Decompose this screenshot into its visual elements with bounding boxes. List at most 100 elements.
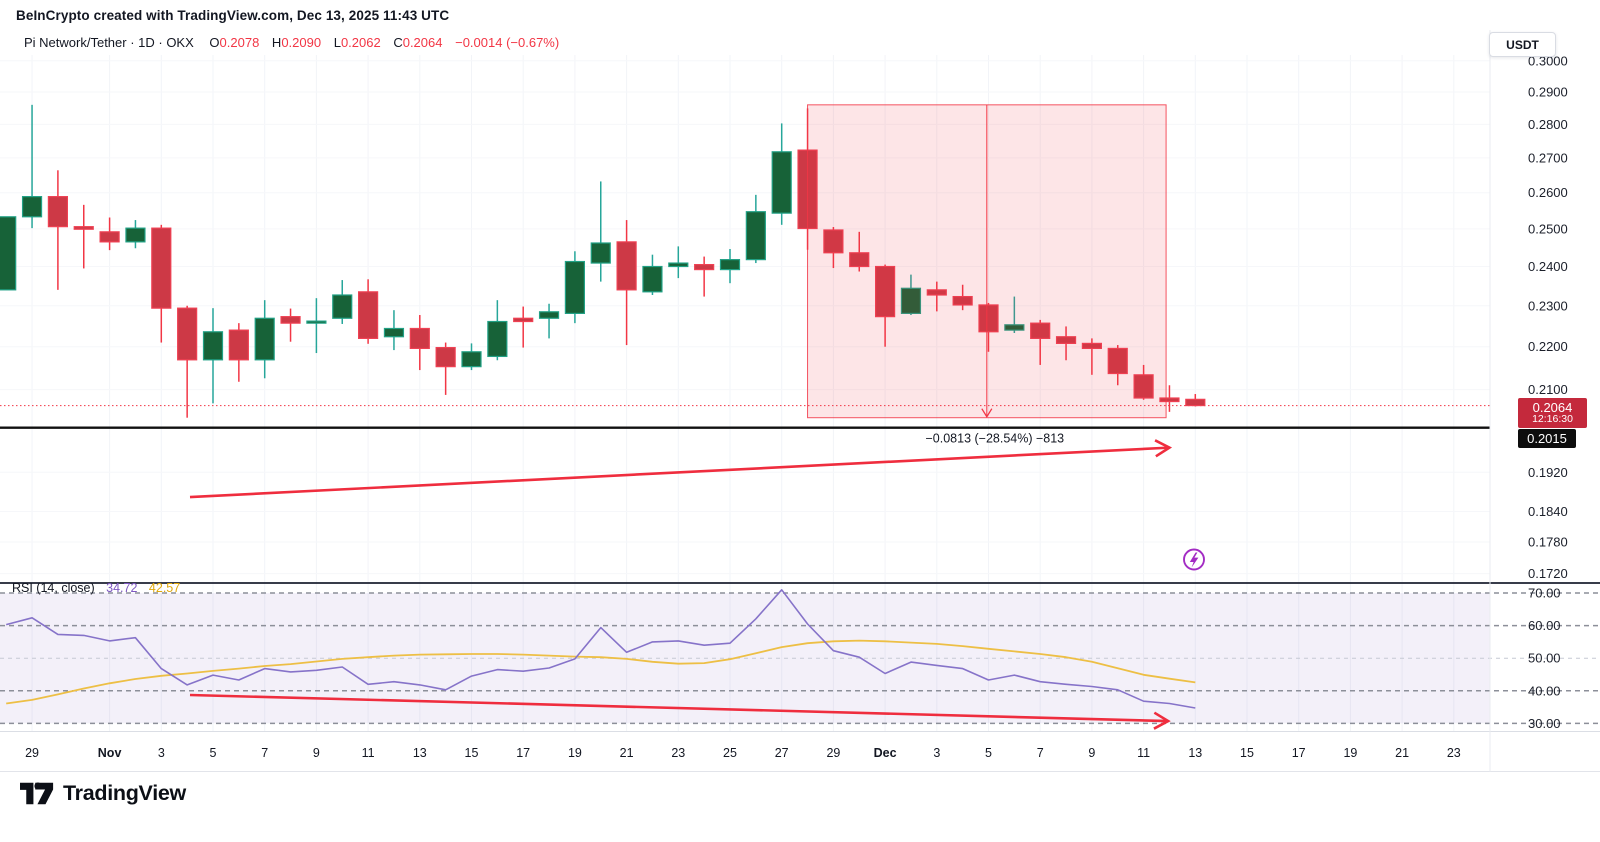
candlestick-series [0, 104, 1206, 418]
low-value: 0.2062 [340, 35, 381, 50]
symbol-legend[interactable]: Pi Network/Tether · 1D · OKX O0.2078 H0.… [24, 35, 559, 50]
candle-body [538, 311, 560, 319]
time-axis-label: 29 [826, 746, 840, 760]
candle-body [0, 216, 17, 291]
candle-body [719, 259, 741, 271]
candle-body [694, 263, 715, 271]
candle-body [771, 151, 792, 214]
change-value: −0.0014 (−0.67%) [455, 35, 560, 50]
time-axis-label: 5 [210, 746, 217, 760]
candle-body [202, 331, 224, 361]
time-axis-label: 17 [1292, 746, 1306, 760]
rsi-indicator-legend[interactable]: RSI (14, close) 34.72 42.57 [12, 581, 180, 595]
candle-body [21, 196, 43, 218]
rsi-ma-value: 42.57 [148, 581, 181, 595]
time-axis-label: 17 [516, 746, 530, 760]
price-axis-label: 0.2100 [1528, 382, 1568, 397]
candle-body [332, 294, 353, 319]
rsi-title: RSI (14, close) [12, 581, 95, 595]
high-value: 0.2090 [281, 35, 322, 50]
candle-body [228, 329, 249, 361]
down-arrowhead-icon [981, 408, 993, 418]
rsi-trend-arrow [189, 693, 1171, 730]
candle-body [99, 231, 120, 243]
time-axis-label: 19 [568, 746, 582, 760]
last-price-badge: 0.2064 12:16:30 [1518, 398, 1587, 428]
low-label: L [333, 35, 341, 50]
candle-body [73, 226, 94, 230]
open-label: O [209, 35, 220, 50]
candle-body [151, 227, 172, 309]
candle-body [745, 211, 766, 261]
currency-toggle-button[interactable]: USDT [1489, 32, 1556, 57]
time-axis-label: 7 [261, 746, 268, 760]
last-price-value: 0.2064 [1532, 399, 1573, 415]
arrowhead-icon [1154, 439, 1173, 458]
rsi-ma-line [6, 639, 1196, 705]
price-axis-label: 0.2500 [1528, 221, 1568, 236]
candle-body [1055, 336, 1077, 344]
symbol-title: Pi Network/Tether · 1D · OKX [24, 35, 194, 50]
candle-body [254, 317, 275, 361]
time-axis-label: 15 [465, 746, 479, 760]
time-axis-label: 11 [362, 746, 375, 760]
candle-body [461, 351, 482, 368]
price-axis-label: 0.2400 [1528, 259, 1568, 274]
high-label: H [271, 35, 282, 50]
lightning-icon [1183, 548, 1205, 571]
price-axis-label: 0.1840 [1528, 504, 1568, 519]
lightning-bolt [1189, 552, 1199, 568]
price-axis-label: 0.2300 [1528, 298, 1568, 313]
close-value: 0.2064 [402, 35, 443, 50]
close-label: C [393, 35, 403, 50]
candle-body [409, 327, 430, 350]
price-axis-label: 0.2800 [1528, 117, 1568, 132]
time-axis-label: Dec [874, 746, 897, 760]
time-axis-label: 21 [620, 746, 634, 760]
candle-body [1107, 347, 1128, 375]
candle-body [358, 291, 379, 339]
candle-body [642, 265, 663, 293]
time-axis-label: 27 [775, 746, 789, 760]
countdown-timer: 12:16:30 [1532, 413, 1573, 426]
candle-body [874, 265, 896, 318]
rsi-axis-label: 70.00 [1528, 586, 1561, 601]
price-trend-arrow [189, 439, 1173, 499]
time-axis-label: 5 [985, 746, 992, 760]
candle-body [952, 295, 973, 306]
time-axis-label: 7 [1037, 746, 1044, 760]
time-axis-label: 15 [1240, 746, 1254, 760]
time-axis-label: 19 [1343, 746, 1357, 760]
candle-body [1081, 342, 1103, 350]
time-axis-label: 13 [1188, 746, 1202, 760]
candle-body [926, 289, 947, 296]
rsi-axis-label: 50.00 [1528, 651, 1561, 666]
candle-body [487, 320, 508, 358]
rsi-pane [0, 588, 1600, 725]
candle-body [435, 346, 456, 368]
time-axis[interactable]: 29 Nov 3 5 7 9 11 13 15 17 19 21 23 25 27 29 Dec 3 5 7 9 11 13… [25, 746, 1461, 760]
price-axis-label: 0.2900 [1528, 85, 1568, 100]
price-axis[interactable]: 0.3000 0.2900 0.2800 0.2700 0.2600 0.2500 0.24… [1528, 53, 1568, 731]
candle-body [177, 307, 198, 361]
gridlines [0, 55, 1490, 732]
tradingview-logo[interactable]: TradingView [20, 780, 186, 807]
trend-arrow-line [189, 446, 1170, 499]
time-axis-label: 9 [1088, 746, 1095, 760]
time-axis-label: 21 [1395, 746, 1409, 760]
rsi-value: 34.72 [106, 581, 138, 595]
rsi-axis-label: 30.00 [1528, 716, 1561, 731]
watermark-credit: BeInCrypto created with TradingView.com,… [16, 8, 450, 23]
candle-body [306, 320, 327, 324]
candle-body [1185, 398, 1206, 407]
level-price-badge: 0.2015 [1518, 429, 1576, 448]
candle-body [1030, 322, 1051, 339]
candle-body [513, 317, 534, 323]
candle-body [1159, 397, 1180, 403]
time-axis-label: 23 [671, 746, 685, 760]
open-value: 0.2078 [219, 35, 260, 50]
candle-body [823, 229, 844, 254]
rsi-line [5, 588, 1196, 709]
